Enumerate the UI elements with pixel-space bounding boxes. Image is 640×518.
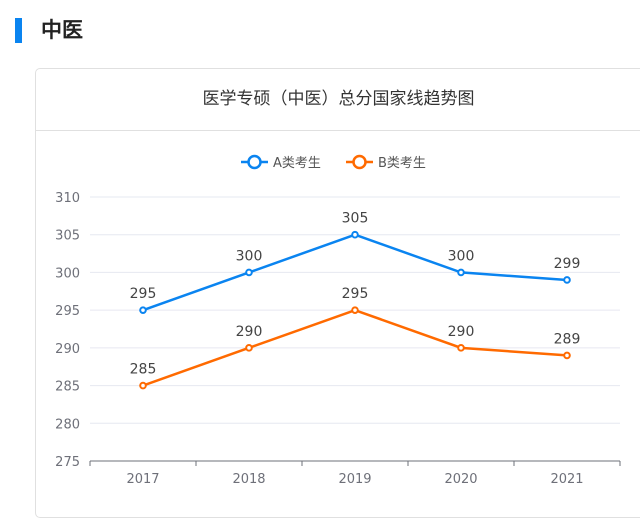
y-tick-label: 310 — [55, 191, 80, 206]
data-point — [245, 268, 253, 277]
y-tick-label: 305 — [55, 229, 80, 244]
y-tick-label: 285 — [55, 380, 80, 395]
x-tick-label: 2018 — [232, 472, 265, 487]
data-label: 299 — [554, 256, 581, 272]
y-tick-label: 300 — [55, 266, 80, 281]
data-label: 300 — [236, 248, 263, 264]
data-label: 305 — [342, 211, 369, 227]
x-tick-label: 2021 — [550, 472, 583, 487]
data-point — [457, 344, 465, 352]
data-label: 295 — [130, 286, 157, 302]
legend-label: B类考生 — [378, 156, 426, 171]
section-accent-bar — [15, 18, 22, 43]
data-point — [563, 276, 571, 284]
data-label: 289 — [554, 331, 581, 347]
data-point — [245, 344, 253, 352]
section-title: 中医 — [41, 18, 83, 42]
data-label: 290 — [236, 324, 263, 340]
data-label: 285 — [130, 362, 157, 378]
data-point — [139, 306, 147, 314]
data-label: 300 — [448, 248, 475, 264]
data-point — [563, 351, 571, 360]
legend-marker — [352, 154, 367, 170]
legend-label: A类考生 — [273, 156, 321, 171]
data-point — [351, 306, 359, 314]
y-tick-label: 295 — [55, 304, 80, 319]
x-tick-label: 2017 — [126, 472, 159, 487]
chart-title: 医学专硕（中医）总分国家线趋势图 — [36, 69, 640, 131]
legend-marker — [247, 154, 262, 170]
data-label: 295 — [342, 286, 369, 302]
y-tick-label: 290 — [55, 342, 80, 357]
data-label: 290 — [448, 324, 475, 340]
y-tick-label: 280 — [55, 417, 80, 432]
y-tick-label: 275 — [55, 455, 80, 470]
x-tick-label: 2019 — [338, 472, 371, 487]
x-tick-label: 2020 — [444, 472, 477, 487]
line-chart: 275 280 285 290 295 300 305 310 2017 2018 2019 2020… — [55, 154, 621, 487]
data-point — [139, 381, 147, 390]
data-point — [351, 230, 359, 239]
data-point — [457, 268, 465, 277]
